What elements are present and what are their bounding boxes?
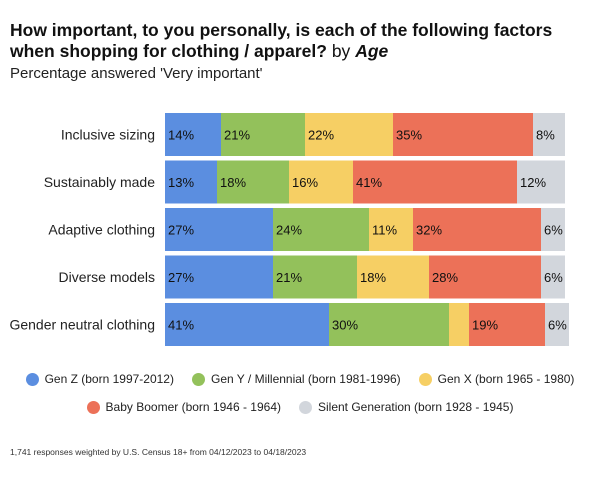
- legend-swatch: [25, 372, 39, 386]
- chart-legend: Gen Z (born 1997-2012) Gen Y / Millennial…: [0, 370, 600, 426]
- data-label: 21%: [224, 128, 250, 143]
- legend-item: Gen Y / Millennial (born 1981-1996): [191, 372, 401, 386]
- legend-item: Gen X (born 1965 - 1980): [418, 372, 575, 386]
- bar-segment: [413, 208, 541, 251]
- data-label: 27%: [168, 223, 194, 238]
- legend-swatch: [298, 400, 312, 414]
- data-label: 12%: [520, 175, 546, 190]
- legend-row: Gen Z (born 1997-2012) Gen Y / Millennial…: [0, 370, 600, 388]
- bar-segment: [305, 113, 393, 156]
- category-label: Diverse models: [59, 269, 155, 285]
- category-label: Inclusive sizing: [61, 127, 155, 143]
- data-label: 18%: [360, 270, 386, 285]
- data-label: 11%: [372, 223, 397, 238]
- legend-swatch: [191, 372, 205, 386]
- data-label: 27%: [168, 270, 194, 285]
- data-label: 24%: [276, 223, 302, 238]
- category-label: Gender neutral clothing: [9, 317, 155, 333]
- data-label: 22%: [308, 128, 334, 143]
- bar-segment: [273, 255, 357, 299]
- data-label: 14%: [168, 128, 194, 143]
- chart-subtitle: Percentage answered 'Very important': [10, 65, 263, 82]
- data-label: 6%: [548, 318, 567, 333]
- bar-segment: [221, 113, 305, 156]
- data-label: 32%: [416, 223, 442, 238]
- category-label: Sustainably made: [44, 174, 156, 190]
- data-label: 19%: [472, 318, 498, 333]
- bar-segment: [289, 160, 353, 204]
- chart-title-dimension: Age: [355, 41, 389, 61]
- data-label: 13%: [168, 175, 194, 190]
- bar-segment: [165, 160, 217, 204]
- legend-swatch: [86, 400, 100, 414]
- data-label: 6%: [544, 270, 563, 285]
- chart-title: How important, to you personally, is eac…: [10, 20, 590, 62]
- data-label: 6%: [544, 223, 563, 238]
- data-label: 8%: [536, 128, 555, 143]
- legend-item: Gen Z (born 1997-2012): [25, 372, 174, 386]
- category-label: Adaptive clothing: [48, 222, 155, 238]
- bar-segment: [429, 255, 541, 299]
- legend-item: Silent Generation (born 1928 - 1945): [298, 400, 514, 414]
- bar-segment: [165, 255, 273, 299]
- data-label: 41%: [356, 175, 382, 190]
- legend-label: Baby Boomer (born 1946 - 1964): [105, 400, 281, 414]
- footnote: 1,741 responses weighted by U.S. Census …: [10, 447, 307, 457]
- bar-segment: [541, 255, 565, 299]
- data-label: 16%: [292, 175, 318, 190]
- data-label: 28%: [432, 270, 458, 285]
- data-label: 21%: [276, 270, 302, 285]
- chart-title-main: How important, to you personally, is eac…: [10, 20, 553, 61]
- bar-segment: [357, 255, 429, 299]
- bar-segment: [217, 160, 289, 204]
- data-label: 35%: [396, 128, 422, 143]
- legend-swatch: [418, 372, 432, 386]
- bar-segment: [533, 113, 565, 156]
- bar-segment: [165, 303, 329, 346]
- bar-segment: [545, 303, 569, 346]
- data-label: 30%: [332, 318, 358, 333]
- bar-segment: [329, 303, 449, 346]
- bar-segment: [273, 208, 369, 251]
- legend-label: Silent Generation (born 1928 - 1945): [317, 400, 514, 414]
- bar-segment: [541, 208, 565, 251]
- legend-label: Gen X (born 1965 - 1980): [437, 372, 575, 386]
- bar-segment: [165, 208, 273, 251]
- bar-segment: [469, 303, 545, 346]
- chart-title-by: by: [331, 41, 351, 61]
- bar-segment: [517, 160, 565, 204]
- data-label: 18%: [220, 175, 246, 190]
- data-label: 41%: [168, 318, 194, 333]
- bar-segment: [449, 303, 469, 346]
- legend-label: Gen Y / Millennial (born 1981-1996): [210, 372, 401, 386]
- legend-item: Baby Boomer (born 1946 - 1964): [86, 400, 281, 414]
- legend-row: Baby Boomer (born 1946 - 1964) Silent Gen…: [0, 398, 600, 416]
- bar-segment: [393, 113, 533, 156]
- bar-segment: [353, 160, 517, 204]
- bar-segment: [165, 113, 221, 156]
- legend-label: Gen Z (born 1997-2012): [44, 372, 174, 386]
- bar-segment: [369, 208, 413, 251]
